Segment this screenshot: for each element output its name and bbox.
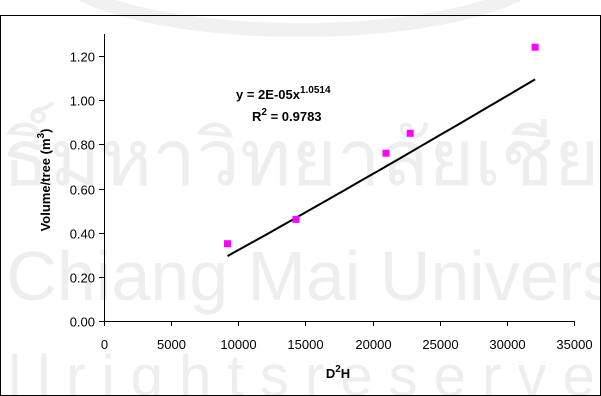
y-axis-title-tail: ) bbox=[38, 129, 53, 133]
watermark-seal-ring bbox=[77, 0, 523, 37]
watermark-line-3: A l l r i g h t s r e s e r v e d bbox=[0, 344, 601, 396]
power-trendline bbox=[227, 78, 536, 257]
data-point bbox=[382, 149, 390, 157]
r-squared-superscript: 2 bbox=[261, 107, 267, 118]
x-axis-ticks: 0 5000 10000 15000 20000 25000 30000 35000 bbox=[101, 321, 593, 352]
r-squared-symbol: R bbox=[252, 109, 262, 124]
x-axis-title-sup: 2 bbox=[335, 364, 341, 375]
x-tick-label: 25000 bbox=[422, 337, 458, 352]
y-tick-label: 0.80 bbox=[70, 138, 95, 153]
equation-exponent: 1.0514 bbox=[300, 85, 331, 96]
r-squared-label: R2 = 0.9783 bbox=[252, 107, 322, 124]
x-tick-label: 20000 bbox=[355, 337, 391, 352]
x-tick-label: 5000 bbox=[157, 337, 186, 352]
y-tick-label: 1.00 bbox=[70, 94, 95, 109]
data-point bbox=[224, 240, 231, 248]
equation-text: y = 2E-05x bbox=[236, 87, 301, 102]
data-point bbox=[292, 215, 300, 223]
y-axis-title: Volume/tree (m3) bbox=[36, 129, 53, 232]
y-axis-title-sup: 3 bbox=[36, 132, 47, 138]
x-axis-title-base: D bbox=[326, 366, 335, 381]
x-tick-label: 10000 bbox=[220, 337, 256, 352]
watermark-line-2: by Chiang Mai University bbox=[0, 237, 601, 315]
data-point bbox=[406, 129, 414, 137]
y-tick-label: 0.40 bbox=[70, 227, 95, 242]
x-tick-label: 15000 bbox=[287, 337, 323, 352]
x-tick-label: 35000 bbox=[556, 337, 592, 352]
y-tick-label: 0.20 bbox=[70, 271, 95, 286]
x-tick-label: 30000 bbox=[489, 337, 525, 352]
r-squared-value: = 0.9783 bbox=[267, 109, 322, 124]
y-axis-ticks: 0.00 0.20 0.40 0.60 0.80 1.00 1.20 bbox=[70, 50, 104, 330]
trendline-equation: y = 2E-05x1.0514 bbox=[236, 85, 331, 102]
data-point bbox=[531, 43, 539, 51]
y-tick-label: 0.00 bbox=[70, 315, 95, 330]
x-tick-label: 0 bbox=[101, 337, 108, 352]
watermark-line-1: ลิขสิทธิ์มหาวิทยาลัยเชียงใหม่ bbox=[0, 102, 601, 202]
x-axis-title-tail: H bbox=[341, 366, 350, 381]
x-axis-title: D2H bbox=[326, 364, 350, 381]
y-tick-label: 1.20 bbox=[70, 50, 95, 65]
y-axis-title-base: Volume/tree (m bbox=[38, 138, 53, 231]
data-points bbox=[224, 43, 539, 248]
y-tick-label: 0.60 bbox=[70, 183, 95, 198]
